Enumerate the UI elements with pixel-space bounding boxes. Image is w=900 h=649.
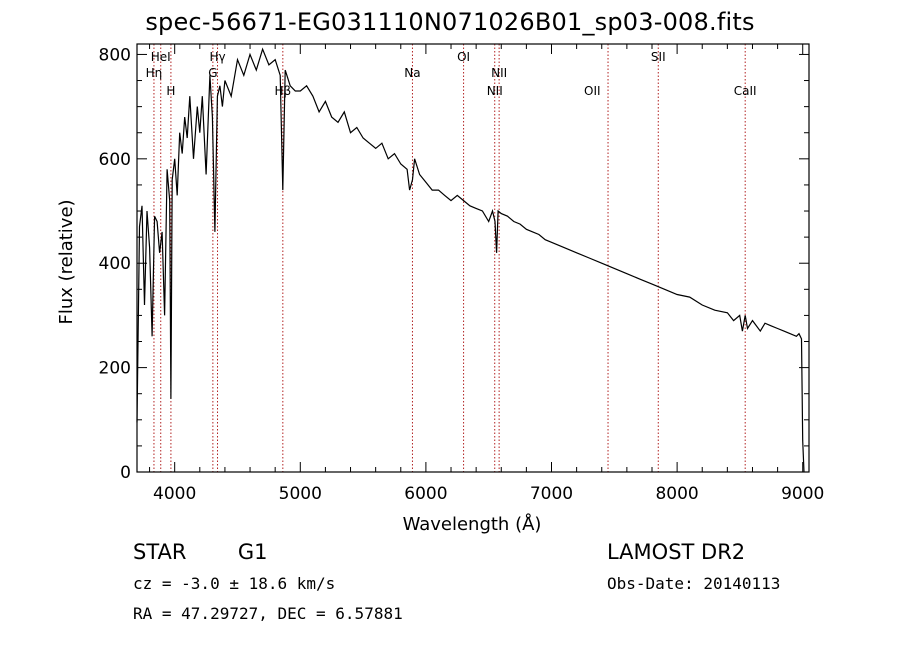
emission-line-labels: HeI HηH Hγ G Hβ Na OI NII NII OII SII CaII <box>146 50 757 98</box>
obs-date: Obs-Date: 20140113 <box>607 574 781 593</box>
x-axis-label: Wavelength (Å) <box>403 513 542 535</box>
line-label: HeI <box>151 50 171 64</box>
line-label: Hγ <box>209 50 225 64</box>
x-tick-label: 9000 <box>781 484 824 504</box>
line-label: OI <box>457 50 470 64</box>
coordinates-text: RA = 47.29727, DEC = 6.57881 <box>133 604 403 623</box>
x-tick-label: 8000 <box>655 484 698 504</box>
survey-label: LAMOST DR2 <box>607 540 746 564</box>
class-label: STAR <box>133 540 187 564</box>
emission-line-markers <box>153 44 746 472</box>
line-label: SII <box>651 50 666 64</box>
y-axis: 0 200 400 600 800 <box>99 45 809 483</box>
y-tick-label: 200 <box>99 359 131 379</box>
line-label: Hβ <box>274 84 291 98</box>
spectrum-line <box>136 47 805 473</box>
x-tick-label: 5000 <box>279 484 322 504</box>
y-tick-label: 800 <box>99 45 131 65</box>
y-tick-label: 400 <box>99 254 131 274</box>
line-label: G <box>208 66 217 80</box>
y-tick-label: 0 <box>120 463 131 483</box>
redshift-text: cz = -3.0 ± 18.6 km/s <box>133 574 336 593</box>
line-label: CaII <box>734 84 757 98</box>
line-label: Na <box>404 66 420 80</box>
x-axis: 4000 5000 6000 7000 8000 9000 <box>149 44 824 504</box>
chart-title: spec-56671-EG031110N071026B01_sp03-008.f… <box>145 8 755 36</box>
x-tick-label: 6000 <box>404 484 447 504</box>
plot-frame <box>136 43 810 473</box>
x-tick-label: 4000 <box>153 484 196 504</box>
line-label: NII <box>487 84 503 98</box>
subclass-label: G1 <box>237 540 268 564</box>
line-label: H <box>166 84 175 98</box>
line-label: NII <box>491 66 507 80</box>
object-class: STAR G1 <box>133 540 268 564</box>
y-tick-label: 600 <box>99 150 131 170</box>
x-tick-label: 7000 <box>530 484 573 504</box>
y-axis-label: Flux (relative) <box>56 199 77 324</box>
line-label: Hη <box>146 66 163 80</box>
line-label: OII <box>584 84 601 98</box>
